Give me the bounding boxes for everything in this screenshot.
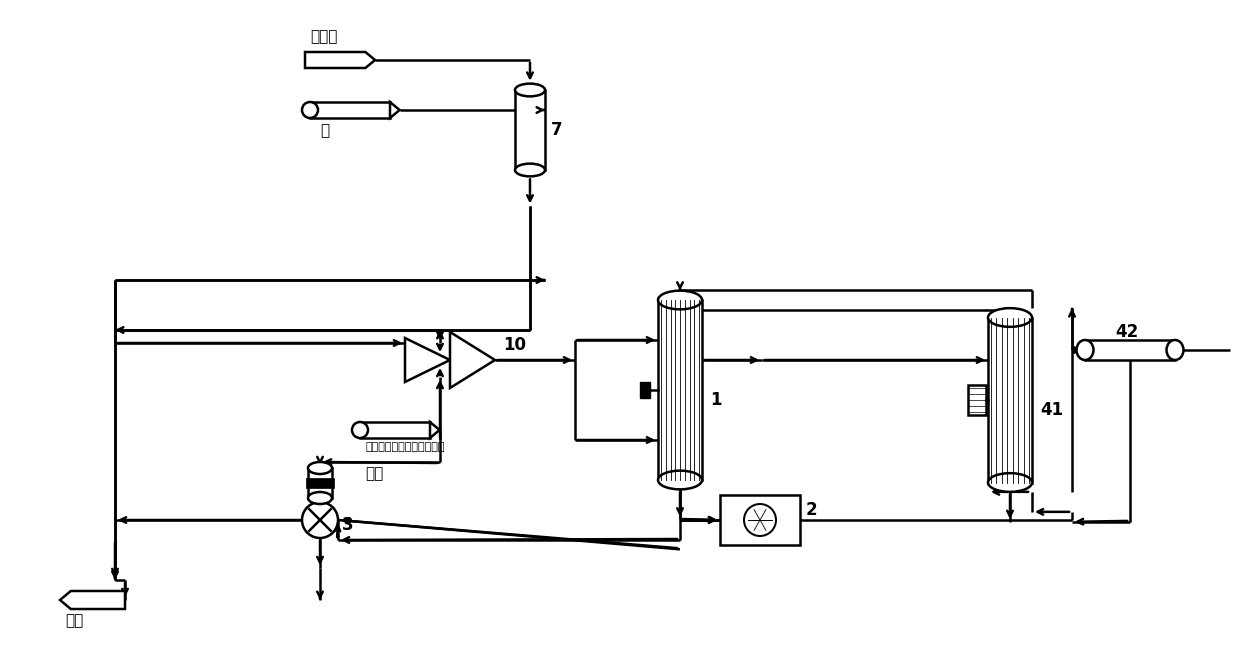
Text: 甲醒: 甲醒 (64, 613, 83, 628)
Polygon shape (405, 338, 450, 382)
Ellipse shape (515, 164, 546, 176)
Polygon shape (450, 332, 495, 388)
Bar (658, 300, 702, 480)
Bar (306, 478, 334, 488)
Bar (515, 90, 546, 170)
Ellipse shape (352, 422, 368, 438)
Text: 3: 3 (342, 516, 353, 534)
Bar (310, 102, 391, 118)
Text: 水: 水 (320, 123, 329, 138)
Ellipse shape (1167, 340, 1183, 360)
Polygon shape (430, 422, 440, 438)
Bar (968, 385, 986, 415)
Bar (360, 422, 430, 438)
Ellipse shape (988, 308, 1032, 327)
Bar (1085, 340, 1176, 360)
Text: 1: 1 (711, 391, 722, 409)
Text: 42: 42 (1115, 323, 1138, 341)
Polygon shape (60, 591, 125, 609)
Text: 7: 7 (551, 121, 563, 139)
Text: 来自转化工序的新鲜转化气: 来自转化工序的新鲜转化气 (365, 442, 444, 452)
Ellipse shape (308, 492, 332, 504)
Polygon shape (391, 102, 399, 118)
Text: 原料: 原料 (365, 466, 383, 481)
Text: 2: 2 (806, 501, 817, 519)
Polygon shape (305, 52, 374, 68)
Ellipse shape (658, 471, 702, 489)
Bar (640, 382, 650, 398)
Ellipse shape (308, 462, 332, 474)
Text: 10: 10 (503, 336, 526, 354)
Text: 41: 41 (1040, 401, 1063, 419)
Ellipse shape (988, 473, 1032, 492)
Ellipse shape (303, 102, 317, 118)
Bar (720, 495, 800, 545)
Circle shape (303, 502, 339, 538)
Bar (308, 468, 332, 498)
Circle shape (744, 504, 776, 536)
Ellipse shape (658, 291, 702, 309)
Text: 弛放气: 弛放气 (310, 29, 337, 44)
Ellipse shape (1076, 340, 1094, 360)
Bar (988, 317, 1032, 483)
Ellipse shape (515, 84, 546, 97)
